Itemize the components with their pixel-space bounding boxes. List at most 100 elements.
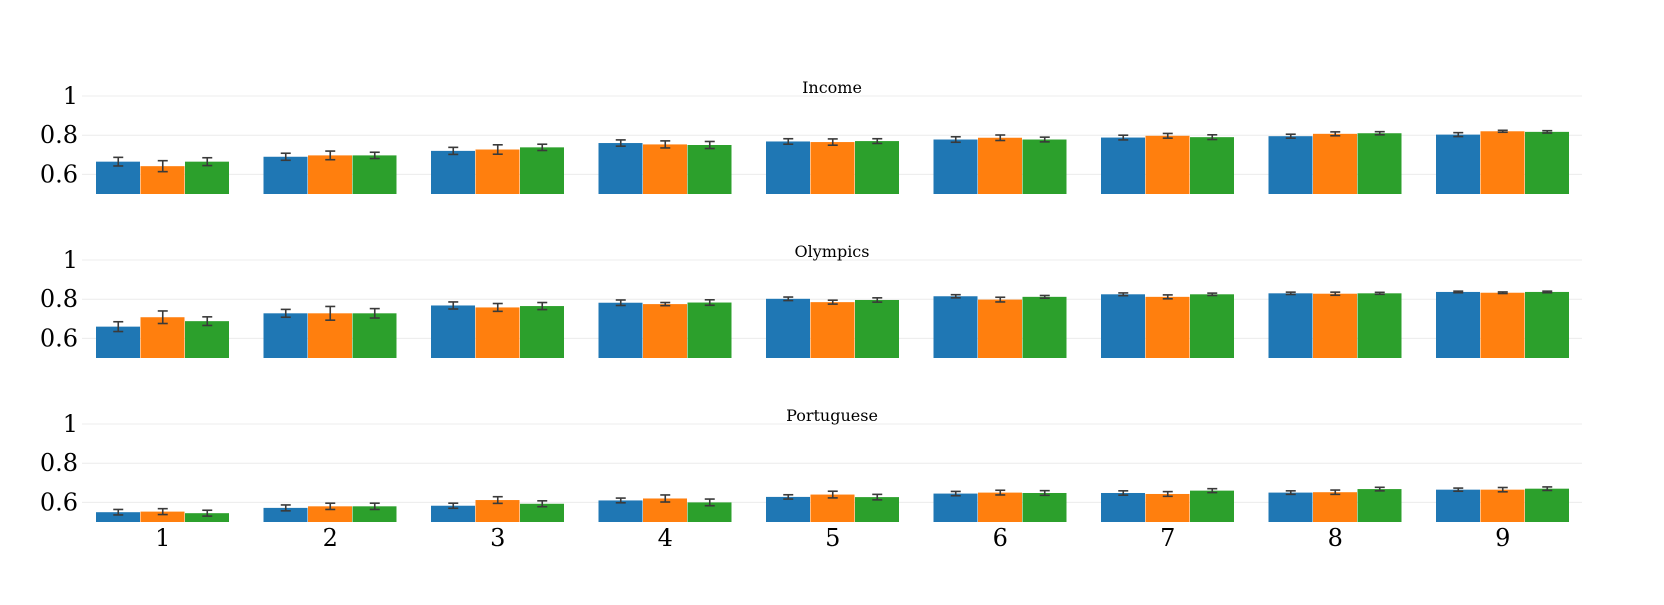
- bar: [1190, 294, 1234, 358]
- bar: [263, 507, 308, 522]
- x-tick-label: 1: [155, 524, 170, 552]
- bar: [96, 161, 140, 194]
- bar: [1436, 291, 1480, 358]
- bar: [933, 139, 978, 194]
- x-tick-label: 8: [1328, 524, 1343, 552]
- bar: [598, 143, 643, 194]
- bar: [1313, 133, 1357, 194]
- bar: [687, 502, 732, 522]
- x-tick-label: 7: [1160, 524, 1175, 552]
- bar: [308, 506, 352, 522]
- bar: [1357, 489, 1402, 522]
- bar: [352, 506, 397, 522]
- x-tick-label: 6: [993, 524, 1008, 552]
- bar: [766, 298, 810, 358]
- bar: [1525, 291, 1569, 358]
- bar: [766, 496, 810, 522]
- bar: [185, 321, 229, 358]
- bar: [766, 141, 810, 194]
- bar: [520, 503, 564, 522]
- bar: [810, 494, 855, 522]
- bar: [352, 155, 397, 194]
- panel-portuguese: 0.6 0.8 1 Portuguese: [40, 406, 1582, 522]
- bar: [855, 141, 899, 194]
- bar: [933, 493, 978, 522]
- bar: [475, 500, 520, 522]
- bar: [1190, 137, 1234, 194]
- y-tick-label: 0.6: [40, 160, 78, 188]
- y-tick-label: 0.8: [40, 121, 78, 149]
- bar: [933, 296, 978, 358]
- x-tick-label: 9: [1495, 524, 1510, 552]
- bar: [475, 149, 520, 194]
- bar: [1480, 131, 1525, 194]
- panel-income: 0.6 0.8 1 Income: [40, 78, 1582, 194]
- bar: [520, 147, 564, 194]
- bar: [643, 144, 687, 194]
- bar: [978, 137, 1022, 194]
- bar: [1480, 292, 1525, 358]
- bar: [810, 302, 855, 358]
- bar: [687, 302, 732, 358]
- bar: [263, 313, 308, 358]
- y-tick-label: 0.6: [40, 324, 78, 352]
- bar: [1145, 493, 1190, 522]
- y-tick-label: 1: [63, 246, 78, 274]
- bar: [1190, 490, 1234, 522]
- bar: [431, 305, 475, 358]
- bar: [1145, 135, 1190, 194]
- bar: [1268, 492, 1313, 522]
- panel-title: Portuguese: [786, 406, 878, 425]
- bar: [978, 299, 1022, 358]
- bar: [1022, 492, 1067, 522]
- bar: [185, 513, 229, 522]
- bar: [1480, 489, 1525, 522]
- bar: [431, 505, 475, 522]
- bar: [855, 497, 899, 522]
- bar: [643, 304, 687, 358]
- bar: [978, 492, 1022, 522]
- bar: [1101, 137, 1145, 194]
- panel-olympics: 0.6 0.8 1 Olympics: [40, 242, 1582, 358]
- bar: [855, 299, 899, 358]
- bar: [185, 161, 229, 194]
- bar: [1436, 134, 1480, 194]
- bar: [1436, 489, 1480, 522]
- bar: [1268, 293, 1313, 358]
- bar: [308, 155, 352, 194]
- y-tick-label: 1: [63, 410, 78, 438]
- y-tick-label: 0.8: [40, 449, 78, 477]
- bar: [1313, 492, 1357, 522]
- bar: [1145, 296, 1190, 358]
- bar: [1357, 133, 1402, 194]
- bar: [687, 145, 732, 194]
- bar: [810, 142, 855, 194]
- bar: [96, 512, 140, 522]
- y-tick-label: 0.8: [40, 285, 78, 313]
- bar: [263, 156, 308, 194]
- bar: [1022, 296, 1067, 358]
- bar: [643, 498, 687, 522]
- bar: [520, 306, 564, 358]
- panel-title: Income: [802, 78, 862, 97]
- bar: [1525, 131, 1569, 194]
- bar: [1022, 139, 1067, 194]
- bar: [1357, 293, 1402, 358]
- x-tick-label: 3: [490, 524, 505, 552]
- bar: [1525, 488, 1569, 522]
- bar: [598, 500, 643, 522]
- x-tick-label: 2: [323, 524, 338, 552]
- bar: [140, 511, 185, 522]
- bar: [598, 302, 643, 358]
- panel-title: Olympics: [795, 242, 870, 261]
- bar: [1101, 492, 1145, 522]
- bar: [475, 307, 520, 358]
- bar: [1313, 293, 1357, 358]
- y-tick-label: 1: [63, 82, 78, 110]
- x-tick-label: 5: [825, 524, 840, 552]
- bar: [352, 313, 397, 358]
- y-tick-label: 0.6: [40, 488, 78, 516]
- bar: [1268, 136, 1313, 194]
